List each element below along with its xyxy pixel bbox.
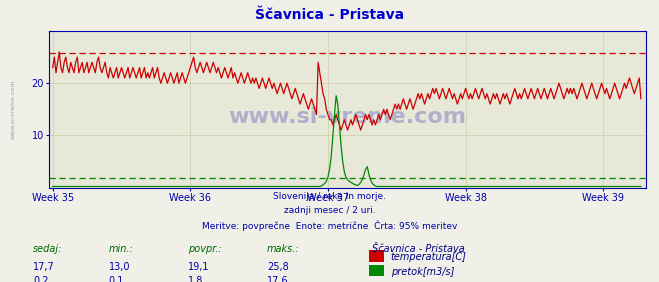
Text: Slovenija / reke in morje.: Slovenija / reke in morje. (273, 192, 386, 201)
Text: zadnji mesec / 2 uri.: zadnji mesec / 2 uri. (283, 206, 376, 215)
Text: pretok[m3/s]: pretok[m3/s] (391, 266, 454, 277)
Text: 13,0: 13,0 (109, 262, 130, 272)
Text: Ščavnica - Pristava: Ščavnica - Pristava (255, 8, 404, 23)
Text: sedaj:: sedaj: (33, 244, 63, 254)
Text: 0,1: 0,1 (109, 276, 124, 282)
Text: maks.:: maks.: (267, 244, 300, 254)
Text: 25,8: 25,8 (267, 262, 289, 272)
Text: 1,8: 1,8 (188, 276, 203, 282)
Text: 17,6: 17,6 (267, 276, 289, 282)
Text: 17,7: 17,7 (33, 262, 55, 272)
Text: 0,2: 0,2 (33, 276, 49, 282)
Text: www.si-vreme.com: www.si-vreme.com (229, 107, 467, 127)
Text: min.:: min.: (109, 244, 134, 254)
Text: povpr.:: povpr.: (188, 244, 221, 254)
Text: Ščavnica - Pristava: Ščavnica - Pristava (372, 244, 465, 254)
Text: temperatura[C]: temperatura[C] (391, 252, 467, 263)
Text: 19,1: 19,1 (188, 262, 210, 272)
Text: www.si-vreme.com: www.si-vreme.com (11, 80, 16, 139)
Text: Meritve: povprečne  Enote: metrične  Črta: 95% meritev: Meritve: povprečne Enote: metrične Črta:… (202, 221, 457, 231)
